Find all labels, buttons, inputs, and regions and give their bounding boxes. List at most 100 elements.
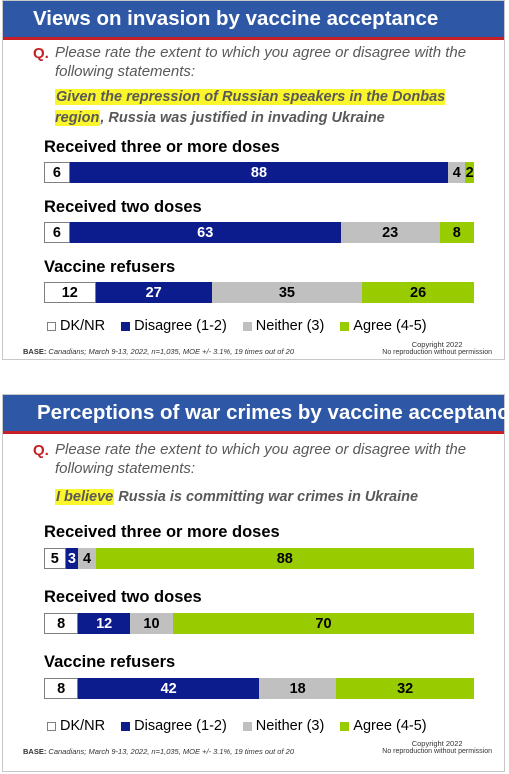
- row-label: Vaccine refusers: [44, 258, 176, 276]
- title-divider: [3, 431, 504, 434]
- chart-panel-invasion: Views on invasion by vaccine acceptance …: [2, 0, 505, 360]
- data-label: 8: [57, 680, 66, 697]
- statement-highlight: I believe: [55, 489, 115, 505]
- legend-label: Neither (3): [255, 318, 325, 334]
- data-label: 8: [57, 615, 66, 632]
- data-label: 10: [143, 615, 160, 632]
- bar-segment-disagree: 88: [69, 162, 449, 183]
- legend-swatch: [47, 721, 56, 731]
- bar-segment-agree: 88: [95, 548, 474, 569]
- legend-item-disagree: Disagree (1-2): [121, 318, 227, 334]
- legend-label: Agree (4-5): [353, 718, 427, 734]
- bar-segment-neither: 4: [78, 548, 96, 569]
- base-note: BASE: Canadians; March 9-13, 2022, n=1,0…: [23, 747, 294, 756]
- bar-segment-dk-nr: 6: [44, 162, 70, 183]
- data-label: 8: [452, 224, 461, 241]
- bar-segment-neither: 35: [211, 282, 363, 303]
- title-divider: [3, 37, 504, 40]
- legend: DK/NR Disagree (1-2) Neither (3) Agree (…: [47, 318, 443, 334]
- base-text: Canadians; March 9-13, 2022, n=1,035, MO…: [46, 747, 294, 756]
- bar-segment-disagree: 63: [69, 222, 341, 243]
- legend-label: Disagree (1-2): [134, 318, 227, 334]
- question-text: Please rate the extent to which you agre…: [55, 441, 467, 477]
- bar-segment-agree: 70: [172, 613, 474, 634]
- data-label: 6: [52, 224, 61, 241]
- data-label: 12: [96, 615, 113, 632]
- base-note: BASE: Canadians; March 9-13, 2022, n=1,0…: [23, 347, 294, 356]
- legend-item-agree: Agree (4-5): [340, 318, 427, 334]
- stacked-bar: 6 63 23 8: [44, 222, 474, 243]
- bar-segment-neither: 4: [448, 162, 466, 183]
- bar-segment-dk-nr: 12: [44, 282, 96, 303]
- row-label: Received three or more doses: [44, 138, 280, 156]
- data-label: 32: [397, 680, 414, 697]
- stacked-bar: 6 88 4 2: [44, 162, 474, 183]
- legend-swatch: [340, 321, 350, 331]
- legend-label: DK/NR: [60, 318, 106, 334]
- question-text: Please rate the extent to which you agre…: [55, 44, 467, 80]
- question-prefix: Q.: [33, 442, 49, 459]
- data-label: 35: [278, 284, 295, 301]
- data-label: 18: [289, 680, 306, 697]
- statement-rest: Russia is committing war crimes in Ukrai…: [114, 489, 419, 505]
- copyright: Copyright 2022 No reproduction without p…: [382, 740, 492, 756]
- legend-item-dk-nr: DK/NR: [47, 318, 105, 334]
- legend-item-neither: Neither (3): [242, 718, 325, 734]
- legend-item-neither: Neither (3): [242, 318, 325, 334]
- bar-segment-disagree: 42: [78, 678, 259, 699]
- bar-segment-agree: 26: [362, 282, 474, 303]
- data-label: 3: [67, 550, 76, 567]
- statement: I believe Russia is committing war crime…: [55, 487, 495, 508]
- data-label: 4: [82, 550, 92, 567]
- row-label: Received two doses: [44, 588, 202, 606]
- bar-segment-agree: 8: [439, 222, 474, 243]
- stacked-bar: 12 27 35 26: [44, 282, 474, 303]
- copyright-text: Copyright 2022: [411, 340, 463, 349]
- copyright-text: Copyright 2022: [411, 739, 463, 748]
- bar-segment-disagree: 3: [65, 548, 79, 569]
- chart-title: Perceptions of war crimes by vaccine acc…: [3, 395, 509, 431]
- bar-segment-dk-nr: 6: [44, 222, 70, 243]
- question-prefix: Q.: [33, 45, 49, 62]
- row-label: Vaccine refusers: [44, 653, 176, 671]
- base-text: Canadians; March 9-13, 2022, n=1,035, MO…: [46, 347, 294, 356]
- legend-swatch: [47, 321, 56, 331]
- bar-segment-disagree: 27: [95, 282, 212, 303]
- bar-segment-dk-nr: 8: [44, 678, 79, 699]
- data-label: 4: [452, 164, 461, 181]
- bar-segment-neither: 23: [340, 222, 440, 243]
- chart-panel-war-crimes: Perceptions of war crimes by vaccine acc…: [2, 394, 509, 772]
- bar-segment-neither: 18: [258, 678, 337, 699]
- data-label: 63: [197, 224, 214, 241]
- legend-item-dk-nr: DK/NR: [47, 718, 105, 734]
- data-label: 5: [50, 550, 59, 567]
- stacked-bar: 8 12 10 70: [44, 613, 474, 634]
- statement: Given the repression of Russian speakers…: [55, 87, 495, 129]
- bar-segment-disagree: 12: [78, 613, 130, 634]
- base-prefix: BASE:: [23, 747, 47, 756]
- data-label: 27: [145, 284, 162, 301]
- legend-swatch: [242, 321, 252, 331]
- legend-swatch: [340, 721, 350, 731]
- copyright: Copyright 2022 No reproduction without p…: [382, 341, 492, 357]
- data-label: 70: [315, 615, 332, 632]
- bar-segment-dk-nr: 8: [44, 613, 79, 634]
- legend-item-agree: Agree (4-5): [340, 718, 427, 734]
- data-label: 88: [276, 550, 293, 567]
- statement-rest: , Russia was justified in invading Ukrai…: [100, 110, 385, 126]
- legend: DK/NR Disagree (1-2) Neither (3) Agree (…: [47, 718, 443, 734]
- legend-label: DK/NR: [60, 718, 106, 734]
- data-label: 26: [410, 284, 427, 301]
- legend-item-disagree: Disagree (1-2): [121, 718, 227, 734]
- base-prefix: BASE:: [23, 347, 47, 356]
- data-label: 12: [61, 284, 78, 301]
- row-label: Received three or more doses: [44, 523, 280, 541]
- chart-title: Views on invasion by vaccine acceptance: [3, 1, 504, 37]
- bar-segment-agree: 2: [465, 162, 474, 183]
- row-label: Received two doses: [44, 198, 202, 216]
- legend-label: Neither (3): [255, 718, 325, 734]
- stacked-bar: 5 3 4 88: [44, 548, 474, 569]
- legend-label: Agree (4-5): [353, 318, 427, 334]
- data-label: 2: [465, 164, 474, 181]
- bar-segment-dk-nr: 5: [44, 548, 66, 569]
